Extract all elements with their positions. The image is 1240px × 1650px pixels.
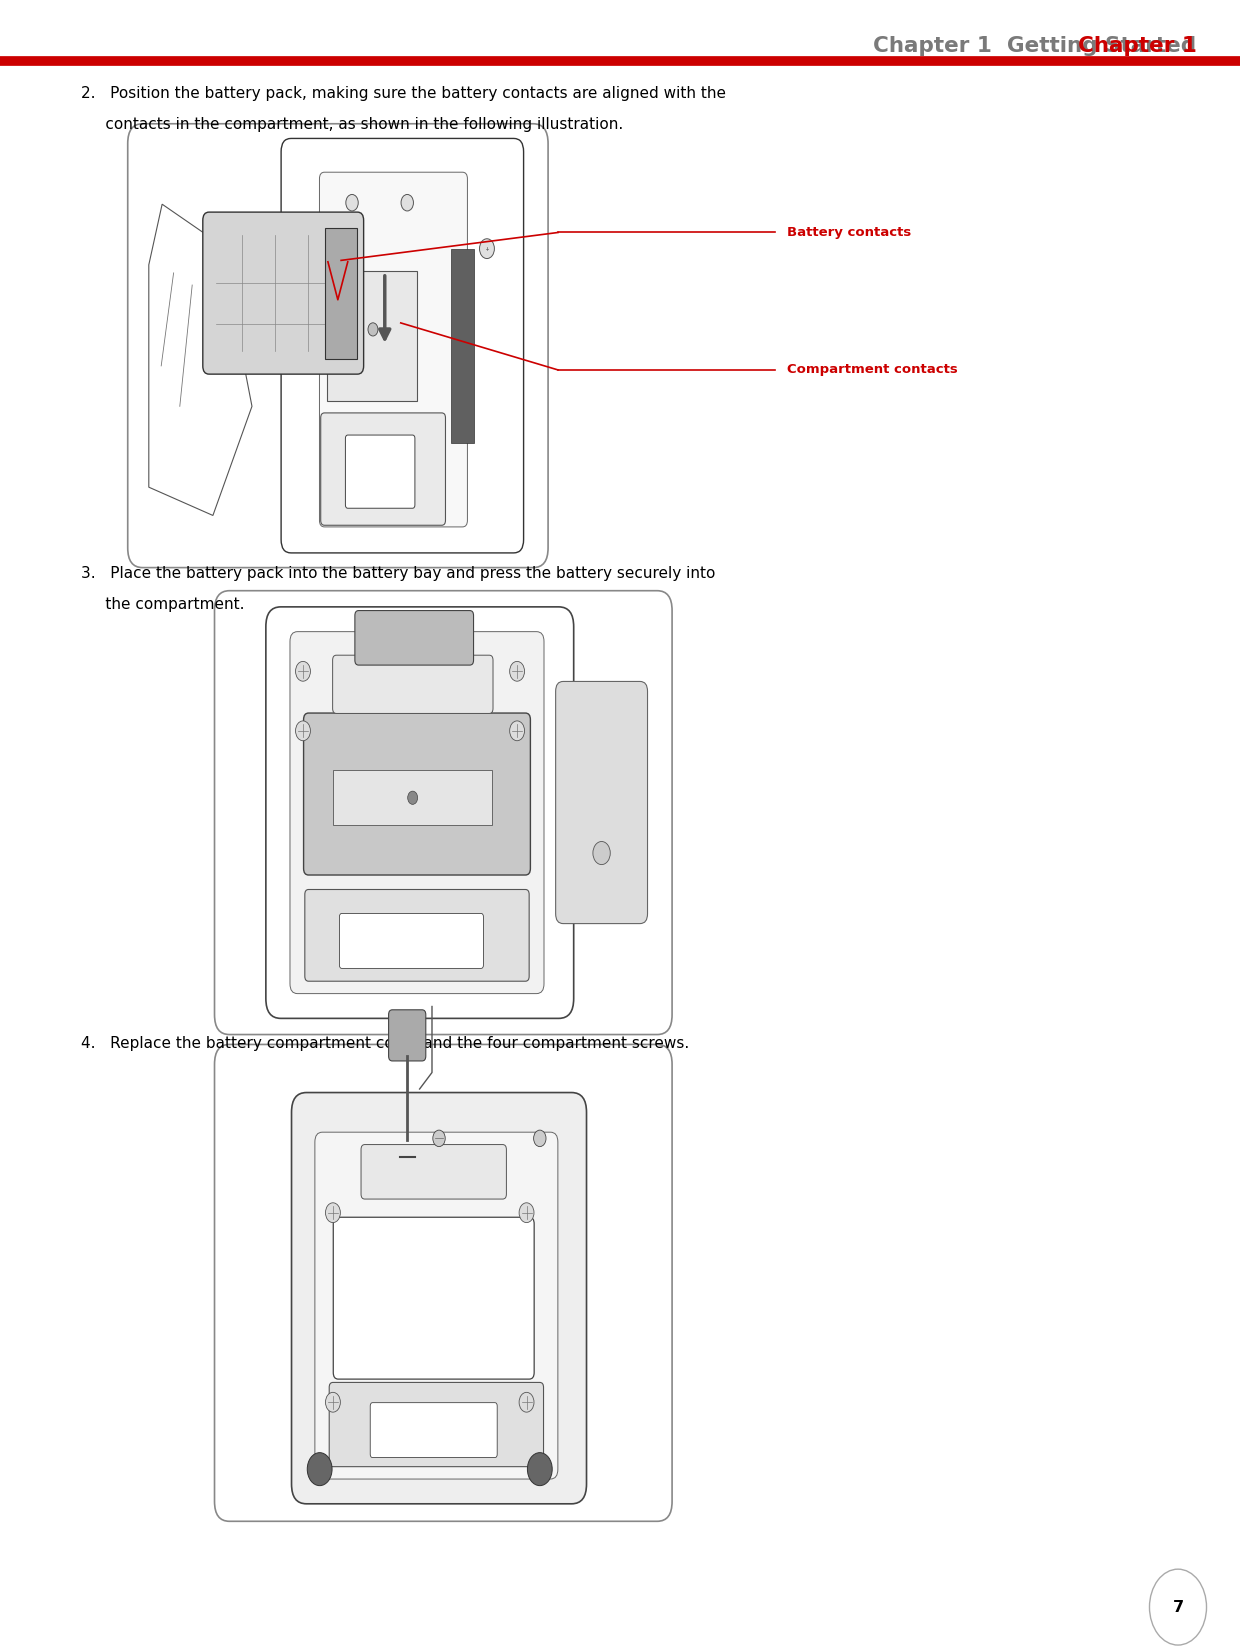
Text: 2.   Position the battery pack, making sure the battery contacts are aligned wit: 2. Position the battery pack, making sur… — [81, 86, 725, 101]
Circle shape — [480, 239, 495, 259]
Circle shape — [520, 1203, 534, 1223]
FancyBboxPatch shape — [361, 1145, 506, 1200]
Text: Battery contacts: Battery contacts — [787, 226, 911, 239]
Text: Chapter 1: Chapter 1 — [1078, 36, 1197, 56]
FancyBboxPatch shape — [203, 213, 363, 375]
FancyBboxPatch shape — [215, 1044, 672, 1521]
Text: 7: 7 — [1173, 1599, 1183, 1615]
FancyBboxPatch shape — [340, 914, 484, 969]
FancyBboxPatch shape — [321, 412, 445, 525]
FancyBboxPatch shape — [451, 249, 474, 442]
Text: 4.   Replace the battery compartment cover and the four compartment screws.: 4. Replace the battery compartment cover… — [81, 1036, 689, 1051]
Text: the compartment.: the compartment. — [81, 597, 244, 612]
Text: contacts in the compartment, as shown in the following illustration.: contacts in the compartment, as shown in… — [81, 117, 622, 132]
FancyBboxPatch shape — [128, 124, 548, 568]
FancyBboxPatch shape — [265, 607, 574, 1018]
Circle shape — [1149, 1569, 1207, 1645]
Polygon shape — [149, 205, 252, 515]
Circle shape — [593, 842, 610, 865]
FancyBboxPatch shape — [215, 591, 672, 1035]
Circle shape — [401, 195, 413, 211]
FancyBboxPatch shape — [332, 655, 494, 713]
FancyBboxPatch shape — [556, 681, 647, 924]
FancyBboxPatch shape — [388, 1010, 425, 1061]
FancyBboxPatch shape — [320, 172, 467, 526]
FancyBboxPatch shape — [355, 610, 474, 665]
Text: 3.   Place the battery pack into the battery bay and press the battery securely : 3. Place the battery pack into the batte… — [81, 566, 715, 581]
Circle shape — [346, 195, 358, 211]
FancyBboxPatch shape — [346, 436, 415, 508]
FancyBboxPatch shape — [371, 1402, 497, 1457]
Circle shape — [352, 323, 362, 337]
FancyBboxPatch shape — [291, 1092, 587, 1503]
FancyBboxPatch shape — [334, 771, 492, 825]
FancyBboxPatch shape — [334, 1218, 534, 1379]
FancyBboxPatch shape — [327, 271, 417, 401]
FancyBboxPatch shape — [290, 632, 544, 993]
Circle shape — [533, 1130, 546, 1147]
Circle shape — [295, 662, 310, 681]
FancyBboxPatch shape — [325, 228, 357, 358]
FancyBboxPatch shape — [315, 1132, 558, 1478]
Circle shape — [408, 790, 418, 804]
FancyBboxPatch shape — [281, 139, 523, 553]
Circle shape — [325, 1393, 340, 1412]
FancyBboxPatch shape — [305, 889, 529, 982]
Circle shape — [325, 1203, 340, 1223]
Circle shape — [433, 1130, 445, 1147]
Circle shape — [510, 721, 525, 741]
Circle shape — [510, 662, 525, 681]
Circle shape — [295, 721, 310, 741]
Circle shape — [336, 323, 346, 337]
Text: Chapter 1  Getting Started: Chapter 1 Getting Started — [873, 36, 1197, 56]
Circle shape — [308, 1452, 332, 1485]
Text: Compartment contacts: Compartment contacts — [787, 363, 959, 376]
FancyBboxPatch shape — [329, 1383, 543, 1467]
FancyBboxPatch shape — [304, 713, 531, 874]
Circle shape — [520, 1393, 534, 1412]
Circle shape — [527, 1452, 552, 1485]
Circle shape — [368, 323, 378, 337]
